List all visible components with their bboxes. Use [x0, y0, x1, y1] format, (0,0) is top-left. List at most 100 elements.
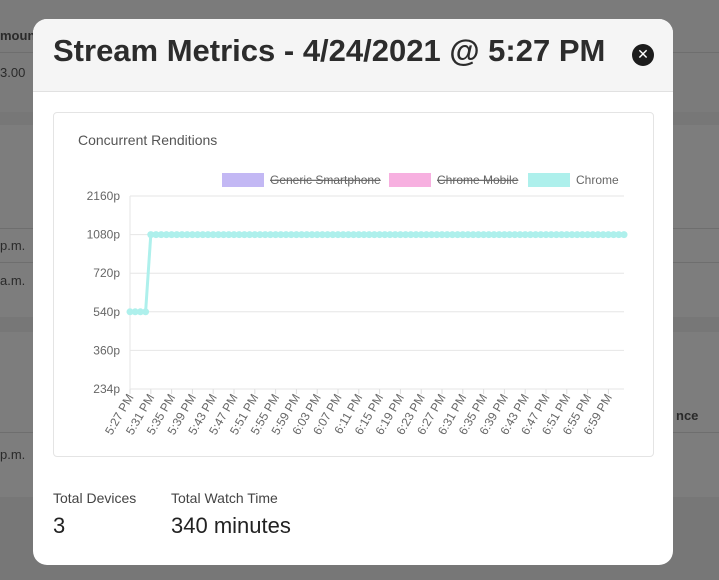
chrome-data-point — [126, 308, 134, 316]
chrome-data-point — [142, 308, 150, 316]
chrome-data-point — [615, 231, 623, 239]
chrome-data-point — [266, 231, 274, 239]
chrome-data-point — [589, 231, 597, 239]
chrome-data-point — [532, 231, 540, 239]
chrome-data-point — [209, 231, 217, 239]
background-time: a.m. — [0, 273, 26, 288]
chrome-data-point — [412, 231, 420, 239]
chrome-data-point — [495, 231, 503, 239]
chrome-data-point — [365, 231, 373, 239]
chrome-data-point — [521, 231, 529, 239]
chrome-data-point — [610, 231, 618, 239]
chrome-data-point — [490, 231, 498, 239]
close-icon[interactable]: ✕ — [632, 44, 654, 66]
chrome-data-point — [256, 231, 264, 239]
background-time: p.m. — [0, 238, 26, 253]
chrome-data-point — [339, 231, 347, 239]
chrome-data-point — [599, 231, 607, 239]
chrome-data-point — [350, 231, 358, 239]
chrome-data-point — [558, 231, 566, 239]
chrome-data-point — [199, 231, 207, 239]
chrome-data-point — [318, 231, 326, 239]
y-tick-label: 1080p — [87, 228, 121, 242]
chrome-data-point — [168, 231, 176, 239]
chrome-data-point — [584, 231, 592, 239]
y-tick-label: 360p — [93, 343, 120, 357]
chrome-data-point — [438, 231, 446, 239]
chrome-data-point — [152, 231, 160, 239]
legend-swatch[interactable] — [528, 173, 570, 187]
legend-item-label[interactable]: Chrome Mobile — [437, 173, 519, 187]
chrome-data-point — [469, 231, 477, 239]
total-watch-time-label: Total Watch Time — [171, 490, 278, 506]
chrome-data-point — [287, 231, 295, 239]
chrome-data-point — [246, 231, 254, 239]
chrome-data-point — [402, 231, 410, 239]
chrome-data-point — [136, 308, 144, 316]
concurrent-renditions-card: Concurrent Renditions 234p 360p 540p 720p 10… — [53, 112, 654, 457]
chrome-data-point — [542, 231, 550, 239]
chrome-data-point — [516, 231, 524, 239]
chrome-data-point — [157, 231, 165, 239]
chrome-data-point — [162, 231, 170, 239]
chrome-data-point — [443, 231, 451, 239]
chrome-data-point — [313, 231, 321, 239]
chrome-data-point — [220, 231, 228, 239]
chrome-data-point — [459, 231, 467, 239]
y-tick-label: 234p — [93, 382, 120, 396]
chrome-data-point — [433, 231, 441, 239]
chrome-data-point — [204, 231, 212, 239]
chrome-data-point — [448, 231, 456, 239]
chrome-data-point — [282, 231, 290, 239]
chrome-data-point — [235, 231, 243, 239]
y-tick-label: 2160p — [87, 189, 121, 203]
chrome-data-point — [131, 308, 139, 316]
legend-item-label[interactable]: Chrome — [576, 173, 619, 187]
chrome-data-point — [407, 231, 415, 239]
chrome-data-point — [272, 231, 280, 239]
chrome-data-point — [604, 231, 612, 239]
chrome-data-point — [568, 231, 576, 239]
background-value: 3.00 — [0, 65, 26, 80]
chrome-data-point — [386, 231, 394, 239]
chrome-data-point — [173, 231, 181, 239]
chart-title: Concurrent Renditions — [78, 132, 218, 148]
background-column-header: moun — [0, 28, 36, 43]
chrome-data-point — [277, 231, 285, 239]
total-watch-time-value: 340 minutes — [171, 513, 291, 538]
chrome-data-point — [422, 231, 430, 239]
legend-swatch[interactable] — [389, 173, 431, 187]
chrome-data-point — [578, 231, 586, 239]
chrome-data-point — [620, 231, 628, 239]
chrome-data-point — [573, 231, 581, 239]
chrome-data-point — [214, 231, 222, 239]
chrome-data-point — [308, 231, 316, 239]
chrome-data-point — [355, 231, 363, 239]
chrome-data-point — [183, 231, 191, 239]
chrome-data-point — [396, 231, 404, 239]
chrome-data-point — [428, 231, 436, 239]
chrome-data-point — [324, 231, 332, 239]
chrome-data-point — [329, 231, 337, 239]
chrome-data-point — [334, 231, 342, 239]
chrome-data-point — [381, 231, 389, 239]
chrome-data-point — [526, 231, 534, 239]
chrome-data-point — [178, 231, 186, 239]
chrome-data-point — [292, 231, 300, 239]
chrome-data-point — [261, 231, 269, 239]
chrome-data-point — [225, 231, 233, 239]
chrome-data-point — [344, 231, 352, 239]
y-tick-label: 540p — [93, 305, 120, 319]
chrome-data-point — [188, 231, 196, 239]
chrome-data-point — [594, 231, 602, 239]
chrome-data-point — [147, 231, 155, 239]
chrome-data-point — [240, 231, 248, 239]
legend-swatch[interactable] — [222, 173, 264, 187]
chrome-data-point — [303, 231, 311, 239]
legend-item-label[interactable]: Generic Smartphone — [270, 173, 381, 187]
y-tick-label: 720p — [93, 266, 120, 280]
chrome-data-point — [194, 231, 202, 239]
chrome-data-point — [563, 231, 571, 239]
chrome-data-point — [251, 231, 259, 239]
